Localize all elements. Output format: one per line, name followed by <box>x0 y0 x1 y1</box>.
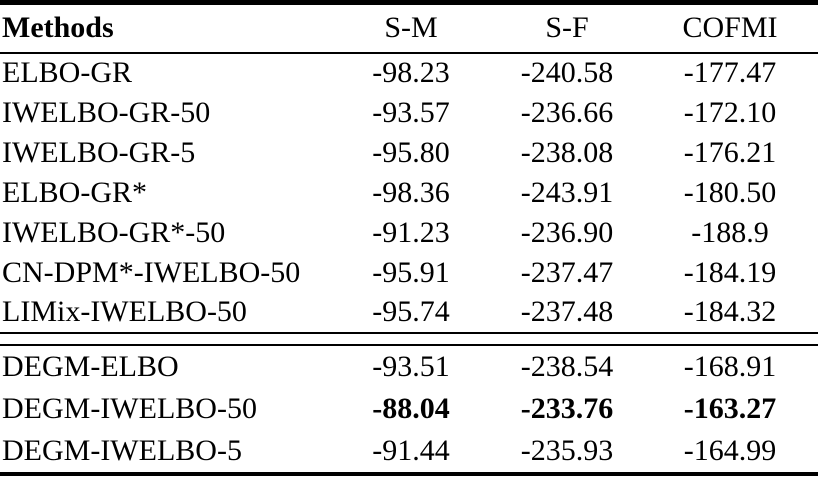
table-row: DEGM-ELBO -93.51 -238.54 -168.91 <box>0 345 818 388</box>
method-name: DEGM-IWELBO-5 <box>2 434 242 467</box>
table-row: DEGM-IWELBO-5 -91.44 -235.93 -164.99 <box>0 431 818 474</box>
value-cofmi: -172.10 <box>683 95 777 129</box>
value-s-m: -95.91 <box>372 255 450 289</box>
value-s-f: -235.93 <box>520 434 614 467</box>
table-row: ELBO-GR* -98.36 -243.91 -180.50 <box>0 173 818 213</box>
table-row: CN-DPM*-IWELBO-50 -95.91 -237.47 -184.19 <box>0 253 818 293</box>
double-rule <box>0 331 818 346</box>
value-s-f: -236.66 <box>520 95 614 129</box>
value-cofmi: -184.19 <box>683 255 777 289</box>
table-row-best-result: DEGM-IWELBO-50 -88.04 -233.76 -163.27 <box>0 388 818 431</box>
value-cofmi: -184.32 <box>683 295 777 328</box>
method-name: DEGM-ELBO <box>2 349 179 383</box>
value-cofmi: -164.99 <box>683 434 777 467</box>
value-s-m: -91.44 <box>372 434 450 467</box>
value-s-m: -93.57 <box>372 95 450 129</box>
method-name: IWELBO-GR*-50 <box>2 215 226 249</box>
value-cofmi: -176.21 <box>683 135 777 169</box>
method-name: IWELBO-GR-5 <box>2 135 196 169</box>
value-cofmi: -188.9 <box>691 215 769 249</box>
header-row: Methods S-M S-F COFMI <box>0 2 818 54</box>
method-name: IWELBO-GR-50 <box>2 95 211 129</box>
table-header: Methods S-M S-F COFMI <box>0 2 818 54</box>
value-s-m: -98.36 <box>372 175 450 209</box>
column-header-methods: Methods <box>0 2 330 54</box>
baseline-methods-group: ELBO-GR -98.23 -240.58 -177.47 IWELBO-GR… <box>0 53 818 333</box>
table-row: IWELBO-GR-5 -95.80 -238.08 -176.21 <box>0 133 818 173</box>
value-s-m: -88.04 <box>372 392 450 425</box>
value-cofmi: -168.91 <box>683 349 777 383</box>
table-row: IWELBO-GR-50 -93.57 -236.66 -172.10 <box>0 93 818 133</box>
separator-section <box>0 331 818 346</box>
value-cofmi: -180.50 <box>683 175 777 209</box>
value-s-m: -95.74 <box>372 295 450 328</box>
column-header-cofmi: COFMI <box>642 2 818 54</box>
group-separator <box>0 331 818 346</box>
value-s-m: -93.51 <box>372 349 450 383</box>
value-s-f: -240.58 <box>520 56 614 89</box>
table-row: ELBO-GR -98.23 -240.58 -177.47 <box>0 53 818 93</box>
value-s-f: -238.54 <box>520 349 614 383</box>
table-row: IWELBO-GR*-50 -91.23 -236.90 -188.9 <box>0 213 818 253</box>
method-name: LIMix-IWELBO-50 <box>2 295 247 328</box>
degm-methods-group: DEGM-ELBO -93.51 -238.54 -168.91 DEGM-IW… <box>0 345 818 474</box>
value-s-f: -237.48 <box>520 295 614 328</box>
column-header-s-m: S-M <box>330 2 492 54</box>
method-name: ELBO-GR* <box>2 175 147 209</box>
value-s-m: -91.23 <box>372 215 450 249</box>
table-row: LIMix-IWELBO-50 -95.74 -237.48 -184.32 <box>0 293 818 333</box>
value-s-m: -98.23 <box>372 56 450 89</box>
column-header-s-f: S-F <box>492 2 642 54</box>
value-s-f: -233.76 <box>520 392 614 425</box>
value-cofmi: -163.27 <box>683 392 777 425</box>
value-s-f: -238.08 <box>520 135 614 169</box>
value-s-f: -243.91 <box>520 175 614 209</box>
method-name: ELBO-GR <box>2 56 132 89</box>
value-s-f: -237.47 <box>520 255 614 289</box>
method-name: CN-DPM*-IWELBO-50 <box>2 255 301 289</box>
value-s-f: -236.90 <box>520 215 614 249</box>
method-name: DEGM-IWELBO-50 <box>2 392 257 425</box>
value-cofmi: -177.47 <box>683 56 777 89</box>
value-s-m: -95.80 <box>372 135 450 169</box>
